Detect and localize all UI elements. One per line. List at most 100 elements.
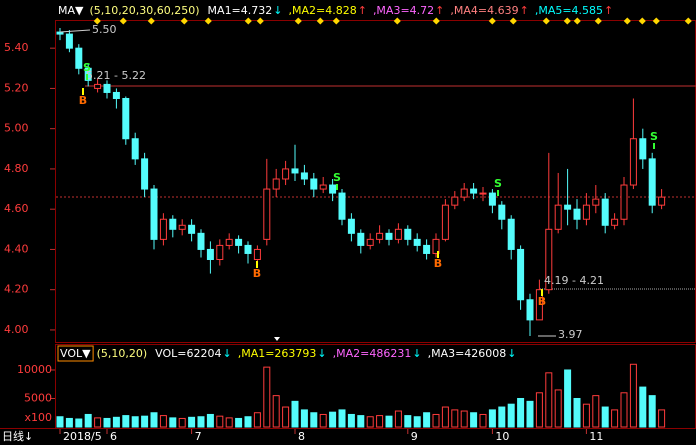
candle-body <box>235 238 243 246</box>
volume-bar <box>150 412 158 428</box>
volume-bar <box>394 410 402 428</box>
event-marker[interactable] <box>432 17 440 25</box>
price-annotation: 3.97 <box>558 328 583 341</box>
event-marker[interactable] <box>180 17 188 25</box>
volume-bar <box>188 416 196 428</box>
candle-body <box>620 184 628 220</box>
volume-bar <box>357 415 365 428</box>
candle-body <box>300 172 308 180</box>
volume-bar <box>112 416 120 428</box>
volume-bar <box>197 416 205 428</box>
event-marker[interactable] <box>488 17 496 25</box>
volume-bar <box>235 417 243 428</box>
candle-body <box>272 178 280 190</box>
legend-text: ,MA2=4.828 <box>289 4 357 17</box>
volume-bar <box>178 417 186 428</box>
candle-body <box>535 289 543 321</box>
event-marker[interactable] <box>316 17 324 25</box>
candle-body <box>451 196 459 206</box>
legend-box[interactable] <box>57 345 94 362</box>
y-tick-label: 5.00 <box>4 122 29 135</box>
period-label[interactable]: 日线↓ <box>2 429 33 443</box>
signal-marker: S <box>83 61 91 74</box>
y-tick-label: 5.40 <box>4 41 29 54</box>
volume-bar <box>554 389 562 428</box>
legend-text: ,MA3=426008 <box>428 347 507 360</box>
candle-body <box>564 204 572 210</box>
y-tick-label: 5.20 <box>4 81 29 94</box>
volume-bar <box>263 366 271 428</box>
candle-body <box>319 184 327 190</box>
candle-body <box>601 198 609 226</box>
event-marker[interactable] <box>256 17 264 25</box>
signal-marker: S <box>650 130 658 143</box>
event-marker[interactable] <box>294 17 302 25</box>
legend-text: VOL▼ <box>60 347 91 360</box>
volume-bar <box>310 412 318 428</box>
volume-bar <box>451 409 459 428</box>
x-tick-label: 8 <box>298 430 305 443</box>
volume-bar <box>404 415 412 428</box>
event-marker[interactable] <box>542 17 550 25</box>
volume-bar <box>470 412 478 428</box>
candle-body <box>648 158 656 206</box>
volume-bar <box>573 397 581 428</box>
event-marker[interactable] <box>509 17 517 25</box>
volume-unit: x100 <box>24 411 52 424</box>
volume-bar <box>620 392 628 428</box>
x-tick-label: 10 <box>495 430 509 443</box>
volume-bar <box>629 363 637 428</box>
volume-bar <box>639 386 647 428</box>
event-marker[interactable] <box>594 17 602 25</box>
volume-bar <box>564 369 572 428</box>
signal-marker: B <box>538 295 546 308</box>
event-marker[interactable] <box>332 17 340 25</box>
volume-bar <box>423 412 431 428</box>
candle-body <box>188 224 196 234</box>
annotation-leader <box>59 29 91 33</box>
volume-bar <box>648 395 656 428</box>
x-tick-label: 9 <box>411 430 418 443</box>
candle-body <box>611 218 619 226</box>
event-marker[interactable] <box>623 17 631 25</box>
volume-bar <box>658 409 666 428</box>
volume-bar <box>65 417 73 428</box>
event-marker[interactable] <box>573 17 581 25</box>
legend-text: ,MA5=4.585 <box>535 4 603 17</box>
candle-body <box>282 168 290 180</box>
event-marker[interactable] <box>204 17 212 25</box>
volume-bar <box>507 403 515 428</box>
volume-bar <box>141 415 149 428</box>
event-marker[interactable] <box>652 17 660 25</box>
legend-text: ↑ <box>604 4 613 17</box>
signal-marker: S <box>333 171 341 184</box>
candle-body <box>112 91 120 99</box>
candle-body <box>329 184 337 194</box>
candle-body <box>216 244 224 260</box>
x-tick-label: 6 <box>110 430 117 443</box>
candle-body <box>150 188 158 240</box>
event-marker[interactable] <box>119 17 127 25</box>
event-marker[interactable] <box>147 17 155 25</box>
event-marker[interactable] <box>563 17 571 25</box>
volume-bar <box>291 400 299 428</box>
candle-body <box>507 218 515 250</box>
volume-bar <box>94 417 102 428</box>
candle-body <box>554 204 562 230</box>
volume-bar <box>385 415 393 428</box>
candle-body <box>413 238 421 246</box>
candle-body <box>441 204 449 240</box>
candle-body <box>582 204 590 220</box>
volume-bar <box>376 415 384 428</box>
legend-text: ,MA1=263793 <box>238 347 317 360</box>
volume-bar <box>592 395 600 428</box>
candle-body <box>94 83 102 89</box>
event-marker[interactable] <box>684 17 692 25</box>
event-marker[interactable] <box>244 17 252 25</box>
candle-body <box>658 196 666 206</box>
legend-text: ↓ <box>273 4 282 17</box>
event-marker[interactable] <box>638 17 646 25</box>
volume-bar <box>122 415 130 428</box>
volume-bar <box>526 400 534 428</box>
event-marker[interactable] <box>393 17 401 25</box>
